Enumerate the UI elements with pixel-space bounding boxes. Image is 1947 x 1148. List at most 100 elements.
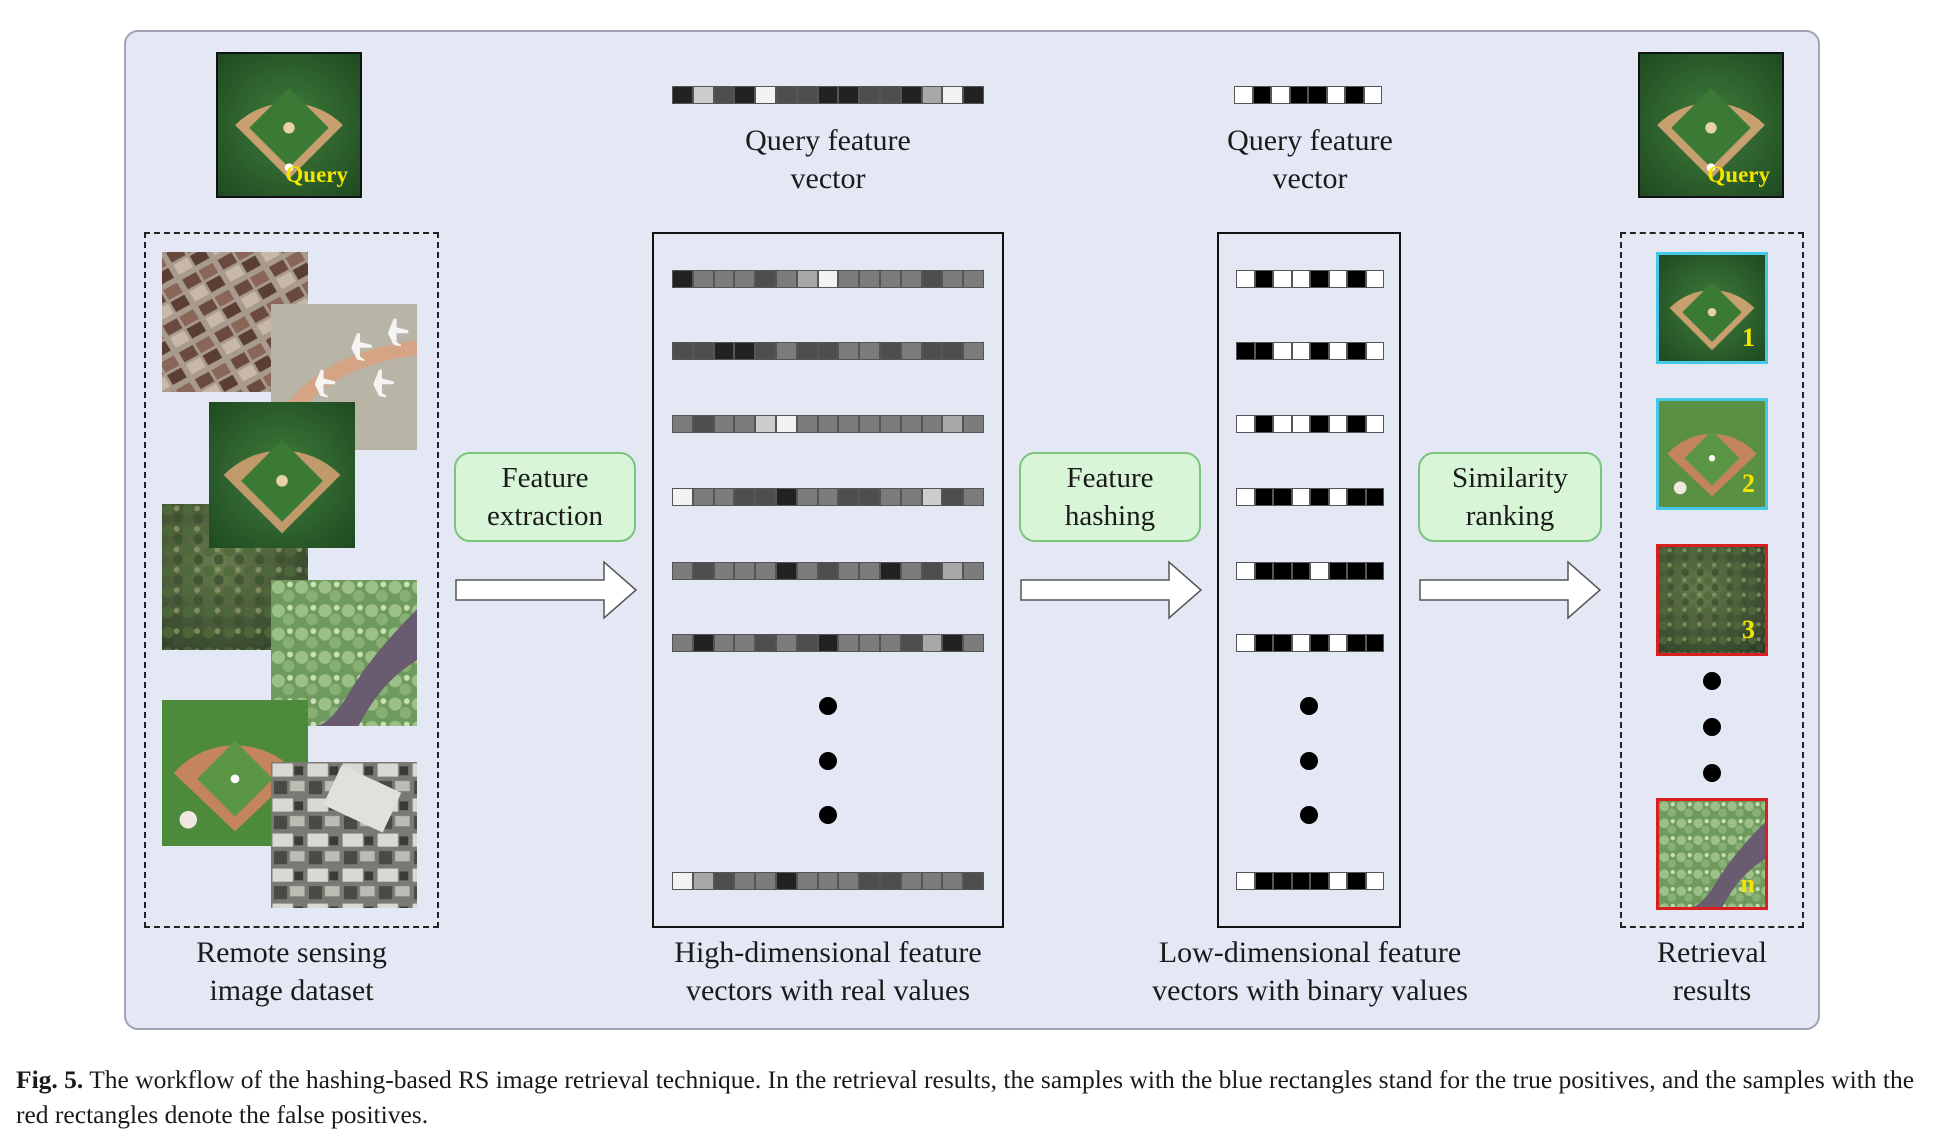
- results-box: [1620, 232, 1804, 928]
- vector-cell: [1291, 634, 1310, 652]
- vector-cell: [1310, 415, 1329, 433]
- vector-cell: [1273, 342, 1292, 360]
- vector-cell: [692, 488, 714, 506]
- vector-cell: [963, 562, 984, 580]
- vector-cell: [1291, 342, 1310, 360]
- vector-cell: [1363, 86, 1382, 104]
- vector-cell: [942, 562, 964, 580]
- vector-cell: [838, 415, 860, 433]
- vector-cell: [1252, 86, 1271, 104]
- vector-cell: [817, 415, 839, 433]
- vector-cell: [1365, 270, 1384, 288]
- vector-cell: [838, 488, 860, 506]
- vector-cell: [1254, 872, 1273, 890]
- vector-cell: [796, 415, 818, 433]
- vector-cell: [1291, 562, 1310, 580]
- vector-cell: [1236, 872, 1255, 890]
- vector-cell: [1291, 415, 1310, 433]
- vector-cell: [921, 342, 943, 360]
- vector-cell: [1236, 270, 1255, 288]
- vector-cell: [1347, 415, 1366, 433]
- vector-cell: [1289, 86, 1308, 104]
- vector-cell: [879, 415, 901, 433]
- vector-cell: [817, 270, 839, 288]
- query-binary-vector-label-line-2: vector: [1272, 162, 1348, 195]
- vector-cell: [1273, 488, 1292, 506]
- vector-cell: [1328, 634, 1347, 652]
- results-caption: Retrieval results: [1620, 934, 1804, 1010]
- vector-cell: [963, 488, 984, 506]
- vector-cell: [1273, 562, 1292, 580]
- vector-cell: [963, 86, 984, 104]
- vector-cell: [859, 342, 880, 360]
- vector-cell: [672, 342, 693, 360]
- binary-vector-row: [1236, 872, 1384, 890]
- binary-vector-row: [1236, 415, 1384, 433]
- vector-cell: [713, 415, 735, 433]
- vector-cell: [1310, 872, 1329, 890]
- vector-cell: [1365, 488, 1384, 506]
- vector-cell: [1236, 342, 1255, 360]
- vector-cell: [734, 872, 756, 890]
- vector-cell: [879, 488, 901, 506]
- dataset-box: [144, 232, 439, 928]
- vector-cell: [692, 86, 714, 104]
- vector-cell: [1347, 270, 1366, 288]
- real-vector-row: [672, 270, 984, 288]
- vector-cell: [1328, 270, 1347, 288]
- vector-cell: [1328, 562, 1347, 580]
- results-caption-line-1: Retrieval: [1657, 936, 1767, 969]
- vector-cell: [775, 872, 797, 890]
- vector-cell: [713, 270, 735, 288]
- query-tag-left: Query: [285, 162, 348, 187]
- results-caption-line-2: results: [1672, 974, 1752, 1007]
- vector-cell: [734, 562, 756, 580]
- vector-cell: [734, 634, 756, 652]
- vector-cell: [692, 270, 714, 288]
- vector-cell: [1310, 562, 1329, 580]
- vector-cell: [921, 415, 943, 433]
- feature-hashing-line-2: hashing: [1064, 500, 1156, 532]
- vector-cell: [879, 270, 901, 288]
- real-vector-row: [672, 872, 984, 890]
- low-dimensional-caption: Low-dimensional feature vectors with bin…: [1126, 934, 1494, 1010]
- vector-cell: [1308, 86, 1327, 104]
- vector-cell: [1310, 270, 1329, 288]
- vector-cell: [879, 562, 901, 580]
- ellipsis-dot: [1300, 806, 1318, 824]
- vector-cell: [672, 415, 693, 433]
- vector-cell: [1365, 872, 1384, 890]
- vector-cell: [859, 86, 880, 104]
- vector-cell: [1291, 488, 1310, 506]
- vector-cell: [1347, 562, 1366, 580]
- vector-cell: [942, 270, 964, 288]
- ellipsis-dot: [1300, 697, 1318, 715]
- vector-cell: [755, 872, 776, 890]
- vector-cell: [1271, 86, 1290, 104]
- vector-cell: [942, 872, 964, 890]
- result-rank-2: 2: [1742, 469, 1755, 498]
- vector-cell: [734, 86, 756, 104]
- vector-cell: [838, 872, 860, 890]
- vector-cell: [1236, 634, 1255, 652]
- vector-cell: [963, 872, 984, 890]
- vector-cell: [859, 562, 880, 580]
- real-vector-row: [672, 488, 984, 506]
- dataset-image-river: [271, 580, 417, 726]
- vector-cell: [963, 342, 984, 360]
- vector-cell: [775, 634, 797, 652]
- vector-cell: [963, 415, 984, 433]
- vector-cell: [713, 488, 735, 506]
- vector-cell: [1326, 86, 1345, 104]
- high-dimensional-box: [652, 232, 1004, 928]
- vector-cell: [859, 634, 880, 652]
- vector-cell: [692, 415, 714, 433]
- vector-cell: [1365, 634, 1384, 652]
- real-vector-row: [672, 415, 984, 433]
- vector-cell: [713, 634, 735, 652]
- vector-cell: [817, 634, 839, 652]
- vector-cell: [942, 342, 964, 360]
- vector-cell: [879, 342, 901, 360]
- vector-cell: [1345, 86, 1364, 104]
- vector-cell: [900, 415, 922, 433]
